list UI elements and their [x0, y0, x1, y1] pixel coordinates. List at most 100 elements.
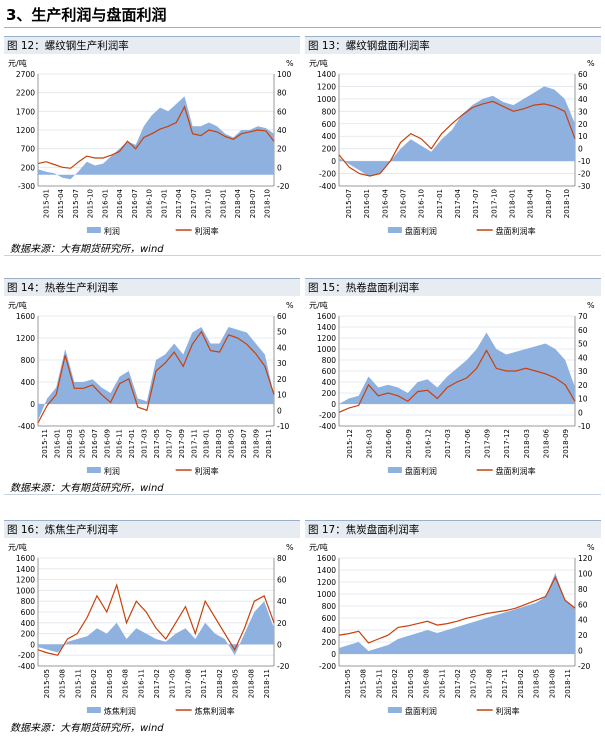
y2-tick-label: 100	[578, 569, 593, 578]
x-tick-label: 2015-12	[346, 429, 354, 458]
y-tick-label: 0	[30, 640, 35, 649]
title-rule	[4, 27, 601, 28]
right-axis-unit: %	[587, 301, 595, 310]
y2-tick-label: -10	[277, 422, 289, 431]
y2-tick-label: 0	[277, 406, 282, 415]
y-tick-label: 1200	[16, 126, 35, 135]
y2-tick-label: 80	[277, 89, 287, 98]
y2-tick-label: 20	[578, 381, 588, 390]
y-tick-label: 800	[21, 597, 36, 606]
x-tick-label: 2017-01	[128, 429, 136, 458]
y-tick-label: 400	[322, 626, 337, 635]
y-tick-label: 1200	[317, 82, 336, 91]
y2-tick-label: -20	[578, 170, 590, 179]
x-tick-label: 2018-05	[533, 669, 541, 698]
divider	[4, 494, 601, 495]
y-tick-label: 1400	[16, 565, 35, 574]
x-tick-label: 2017-05	[169, 669, 177, 698]
y-tick-label: 1200	[317, 578, 336, 587]
panel-header: 图 14：热卷生产利润率	[4, 278, 300, 296]
area-series-盘面利润	[339, 86, 575, 177]
x-tick-label: 2016-11	[116, 429, 124, 458]
x-tick-label: 2018-07	[545, 189, 553, 218]
chart-svg: 元/吨 % -400 0 400 800 1200 1600 -10 0 10 20 30 40 50 60 2…	[8, 300, 294, 476]
x-tick-label: 2017-02	[153, 669, 161, 698]
x-tick-label: 2018-01	[508, 189, 516, 218]
x-tick-label: 2018-01	[203, 429, 211, 458]
y2-tick-label: 80	[578, 585, 588, 594]
y2-tick-label: 50	[578, 82, 588, 91]
x-tick-label: 2018-04	[234, 188, 242, 218]
x-tick-label: 2015-08	[59, 669, 67, 698]
x-tick-label: 2017-10	[205, 189, 213, 218]
x-tick-label: 2016-07	[131, 189, 139, 218]
line-series-炼焦利润率	[37, 582, 275, 656]
chart-svg: 元/吨 %-400-2000200400600800100012001400160…	[309, 300, 595, 476]
y2-tick-label: -10	[578, 422, 590, 431]
x-tick-label: 2015-08	[360, 669, 368, 698]
legend-area-label: 盘面利润	[405, 706, 437, 716]
y2-tick-label: 10	[277, 391, 287, 400]
y2-tick-label: 10	[578, 132, 588, 141]
x-tick-label: 2016-03	[66, 429, 74, 458]
x-tick-label: 2018-11	[265, 429, 273, 458]
y2-tick-label: 30	[277, 359, 287, 368]
x-tick-label: 2018-11	[564, 669, 572, 698]
y2-tick-label: 40	[277, 597, 287, 606]
section-title: 3、生产利润与盘面利润	[6, 6, 167, 24]
y-tick-label: 700	[21, 145, 36, 154]
panel-header: 图 17：焦炭盘面利润率	[305, 520, 601, 538]
y-tick-label: 0	[30, 400, 35, 409]
source-note: 数据来源：大有期货研究所，wind	[10, 483, 164, 494]
x-tick-label: 2017-09	[178, 429, 186, 458]
left-axis-unit: 元/吨	[8, 542, 27, 552]
y2-tick-label: 20	[578, 631, 588, 640]
y2-tick-label: -30	[578, 182, 590, 191]
x-tick-label: 2017-06	[464, 428, 472, 458]
y-tick-label: 400	[21, 619, 36, 628]
x-tick-label: 2015-05	[344, 669, 352, 698]
y2-tick-label: 0	[578, 408, 583, 417]
y-tick-label: -400	[18, 422, 35, 431]
y-tick-label: -400	[319, 182, 336, 191]
right-axis-unit: %	[286, 59, 294, 68]
y-tick-label: -400	[319, 422, 336, 431]
panel-header: 图 13：螺纹钢盘面利润率	[305, 36, 601, 54]
x-tick-label: 2015-11	[41, 429, 49, 458]
x-tick-label: 2016-10	[418, 189, 426, 218]
x-tick-label: 2018-03	[215, 429, 223, 458]
y-tick-label: 400	[21, 378, 36, 387]
y-tick-label: 200	[21, 163, 36, 172]
y-tick-label: 1400	[317, 566, 336, 575]
y2-tick-label: 70	[578, 312, 588, 321]
y-tick-label: 200	[322, 145, 337, 154]
y2-tick-label: 40	[578, 616, 588, 625]
x-tick-label: 2015-01	[42, 189, 50, 218]
panel-header: 图 12：螺纹钢生产利润率	[4, 36, 300, 54]
line-series-利润率	[37, 330, 275, 424]
x-tick-label: 2016-07	[400, 189, 408, 218]
chart-title: 图 15：热卷盘面利润率	[308, 282, 420, 294]
x-tick-label: 2017-02	[454, 669, 462, 698]
divider	[4, 255, 601, 256]
x-tick-label: 2016-01	[101, 189, 109, 218]
x-tick-label: 2016-01	[54, 429, 62, 458]
left-axis-unit: 元/吨	[309, 58, 328, 68]
y-tick-label: -200	[319, 662, 336, 671]
y2-tick-label: 0	[277, 163, 282, 172]
x-tick-label: 2015-07	[72, 189, 80, 218]
x-tick-label: 2017-11	[200, 669, 208, 698]
x-tick-label: 2015-11	[74, 669, 82, 698]
chart-panel-hrc-production: 图 14：热卷生产利润率 元/吨% -400 0 400 800 1200 1600 -10 0…	[4, 278, 300, 478]
y2-tick-label: 40	[277, 343, 287, 352]
x-tick-label: 2016-11	[438, 669, 446, 698]
chart-panel-hrc-futures: 图 15：热卷盘面利润率 元/吨% -400 -200 0 200 400 600 800 10…	[305, 278, 601, 478]
y-tick-label: 400	[322, 378, 337, 387]
x-tick-label: 2015-11	[375, 669, 383, 698]
line-series-利润率	[338, 575, 576, 644]
chart-svg: 元/吨 %-400-2000200400600800100012001400160…	[8, 542, 294, 716]
line-series-盘面利润率	[338, 100, 576, 177]
right-axis-unit: %	[286, 543, 294, 552]
y-tick-label: 1200	[16, 576, 35, 585]
legend-line-label: 盘面利润率	[496, 466, 536, 476]
